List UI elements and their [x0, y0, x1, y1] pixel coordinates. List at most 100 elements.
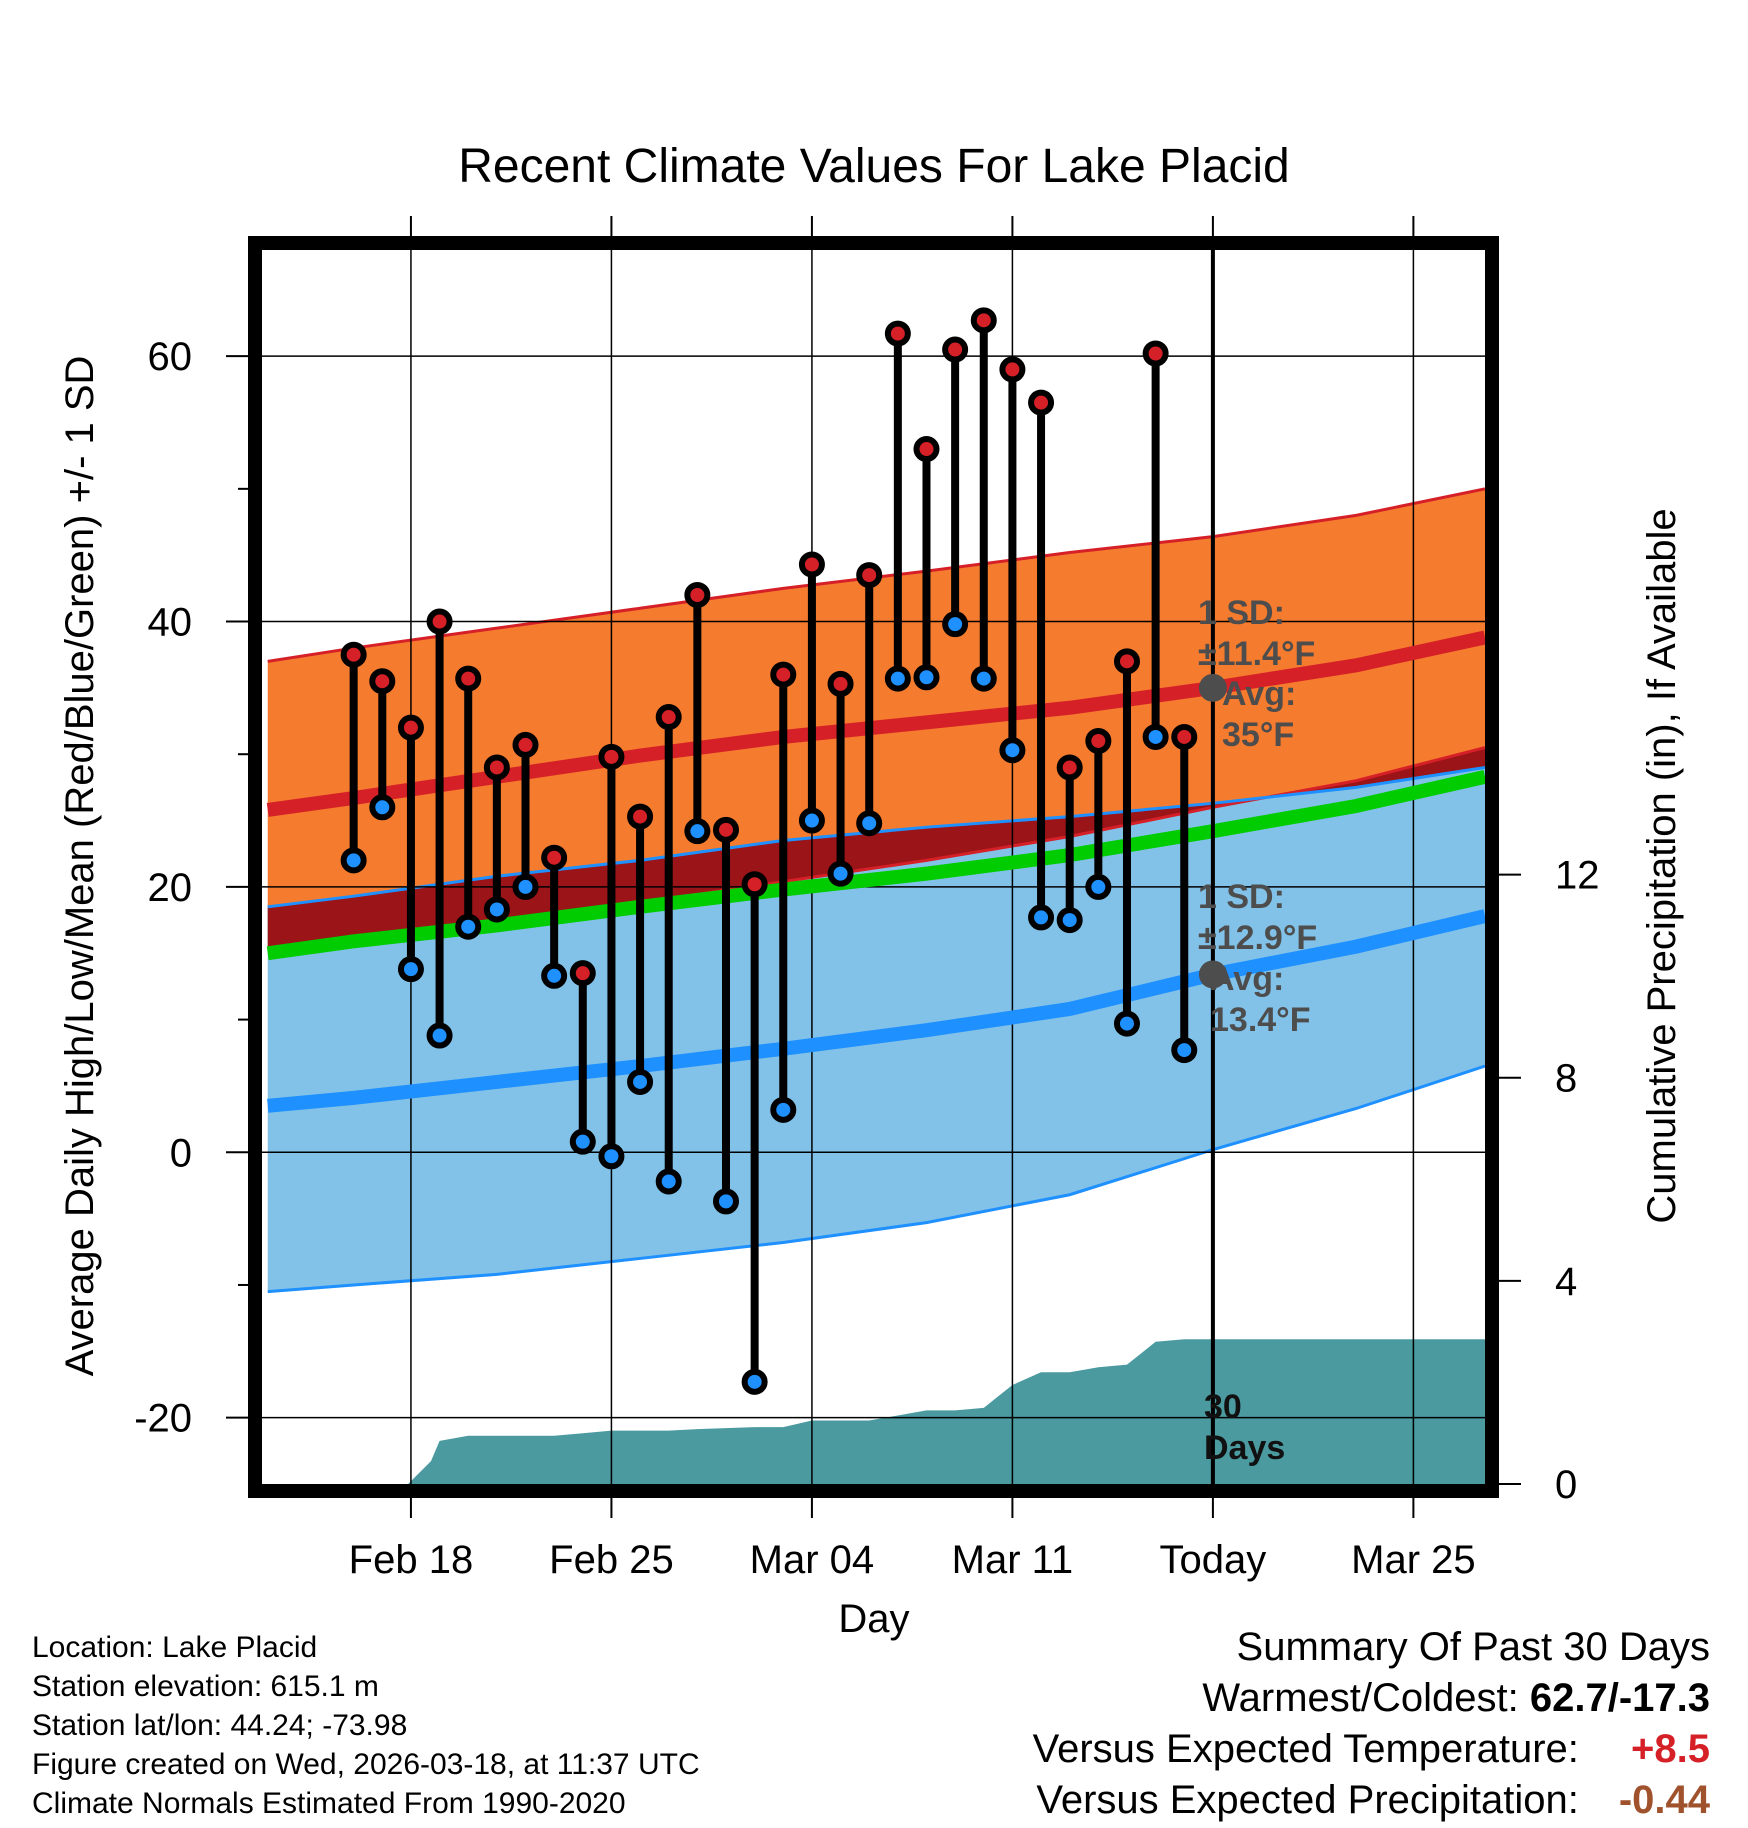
day-high-23 — [999, 356, 1026, 383]
day-high-8 — [569, 960, 596, 987]
y-tick-label-4: 60 — [148, 335, 193, 379]
summary-precip-label: Versus Expected Precipitation: — [1036, 1778, 1579, 1822]
day-high-14 — [741, 871, 768, 898]
axes: Feb 18 Feb 25 Mar 04 Mar 11 Today Mar 25 -20 0 2… — [134, 216, 1600, 1582]
info-location: Location: Lake Placid — [32, 1631, 318, 1664]
y-tick-label-3: 40 — [148, 601, 193, 645]
precipitation-area — [262, 1339, 1485, 1484]
day-low-26 — [1085, 873, 1112, 900]
normal-low-line — [267, 909, 1485, 1113]
day-high-26 — [1085, 727, 1112, 754]
high-upper-edge — [267, 487, 1485, 663]
day-low-9 — [598, 1143, 625, 1170]
day-high-15 — [770, 661, 797, 688]
day-low-4 — [455, 913, 482, 940]
day-low-23 — [999, 737, 1026, 764]
x-tick-label-4: Today — [1160, 1538, 1267, 1582]
day-high-22 — [970, 307, 997, 334]
high-avg-label: Avg: — [1222, 675, 1296, 713]
day-high-2 — [397, 714, 424, 741]
day-low-18 — [856, 810, 883, 837]
day-low-25 — [1056, 907, 1083, 934]
high-avg-value: 35°F — [1222, 716, 1294, 754]
x-axis-title: Day — [838, 1597, 909, 1641]
low-avg-value: 13.4°F — [1210, 1001, 1311, 1039]
daily-marks — [340, 307, 1198, 1395]
day-low-27 — [1113, 1010, 1140, 1037]
high-sd-band — [267, 488, 1485, 950]
day-low-21 — [942, 611, 969, 638]
summary-temp-label: Versus Expected Temperature: — [1032, 1727, 1579, 1771]
day-high-12 — [684, 581, 711, 608]
y2-tick-label-2: 8 — [1555, 1057, 1577, 1101]
day-low-1 — [369, 794, 396, 821]
normal-lines — [266, 630, 1485, 1113]
period-count: 30 — [1204, 1388, 1242, 1426]
y2-tick-label-0: 0 — [1555, 1463, 1577, 1507]
day-low-29 — [1171, 1037, 1198, 1064]
day-high-16 — [798, 551, 825, 578]
info-elevation: Station elevation: 615.1 m — [32, 1670, 379, 1703]
day-high-6 — [512, 731, 539, 758]
summary-precip: Versus Expected Precipitation: -0.44 — [1033, 1775, 1710, 1826]
day-low-13 — [712, 1188, 739, 1215]
day-high-27 — [1113, 648, 1140, 675]
day-low-8 — [569, 1128, 596, 1155]
day-high-3 — [426, 608, 453, 635]
day-low-3 — [426, 1022, 453, 1049]
x-tick-label-3: Mar 11 — [952, 1538, 1074, 1582]
normal-high-line — [266, 630, 1485, 817]
day-low-11 — [655, 1168, 682, 1195]
info-normals: Climate Normals Estimated From 1990-2020 — [32, 1787, 626, 1820]
low-sd-value: ±12.9°F — [1198, 919, 1317, 957]
day-low-7 — [541, 962, 568, 989]
y-tick-label-2: 20 — [148, 866, 193, 910]
low-avg-label: Avg: — [1210, 960, 1284, 998]
chart-title: Recent Climate Values For Lake Placid — [458, 140, 1290, 193]
y-axis-title: Average Daily High/Low/Mean (Red/Blue/Gr… — [58, 356, 102, 1377]
day-low-28 — [1142, 723, 1169, 750]
day-low-24 — [1028, 904, 1055, 931]
x-tick-label-5: Mar 25 — [1351, 1538, 1476, 1582]
day-high-11 — [655, 704, 682, 731]
info-created: Figure created on Wed, 2026-03-18, at 11… — [32, 1748, 700, 1781]
summary-precip-value: -0.44 — [1618, 1778, 1710, 1822]
summary-panel: Summary Of Past 30 Days Warmest/Coldest:… — [1033, 1622, 1710, 1826]
summary-temp: Versus Expected Temperature: +8.5 — [1033, 1724, 1710, 1775]
summary-extremes-label: Warmest/Coldest: — [1202, 1676, 1519, 1720]
day-high-0 — [340, 641, 367, 668]
high-sd-label: 1 SD: — [1198, 594, 1285, 632]
station-info: Location: Lake Placid Station elevation:… — [32, 1628, 700, 1823]
day-high-13 — [712, 816, 739, 843]
day-high-21 — [942, 336, 969, 363]
day-high-20 — [913, 436, 940, 463]
day-low-17 — [827, 860, 854, 887]
low-sd-label: 1 SD: — [1198, 878, 1285, 916]
day-high-17 — [827, 670, 854, 697]
precip-cumulative — [262, 1339, 1485, 1484]
day-low-5 — [483, 896, 510, 923]
day-high-29 — [1171, 723, 1198, 750]
low-avg-dot — [1198, 960, 1227, 989]
y2-tick-label-3: 12 — [1555, 854, 1600, 898]
summary-temp-value: +8.5 — [1631, 1727, 1710, 1771]
day-high-10 — [627, 803, 654, 830]
day-low-0 — [340, 847, 367, 874]
x-tick-label-0: Feb 18 — [349, 1538, 474, 1582]
overlap-band — [267, 747, 1485, 950]
day-low-15 — [770, 1096, 797, 1123]
day-high-9 — [598, 743, 625, 770]
today-marker — [1198, 250, 1227, 1484]
y-tick-label-1: 0 — [170, 1131, 192, 1175]
high-sd-value: ±11.4°F — [1198, 635, 1315, 673]
x-tick-label-2: Mar 04 — [750, 1538, 875, 1582]
normal-bands — [267, 487, 1485, 1294]
y2-axis-title: Cumulative Precipitation (in), If Availa… — [1640, 508, 1684, 1223]
day-high-24 — [1028, 389, 1055, 416]
day-low-2 — [397, 956, 424, 983]
day-low-12 — [684, 818, 711, 845]
summary-extremes: Warmest/Coldest: 62.7/-17.3 — [1033, 1673, 1710, 1724]
x-tick-label-1: Feb 25 — [549, 1538, 674, 1582]
high-avg-dot — [1198, 673, 1227, 702]
